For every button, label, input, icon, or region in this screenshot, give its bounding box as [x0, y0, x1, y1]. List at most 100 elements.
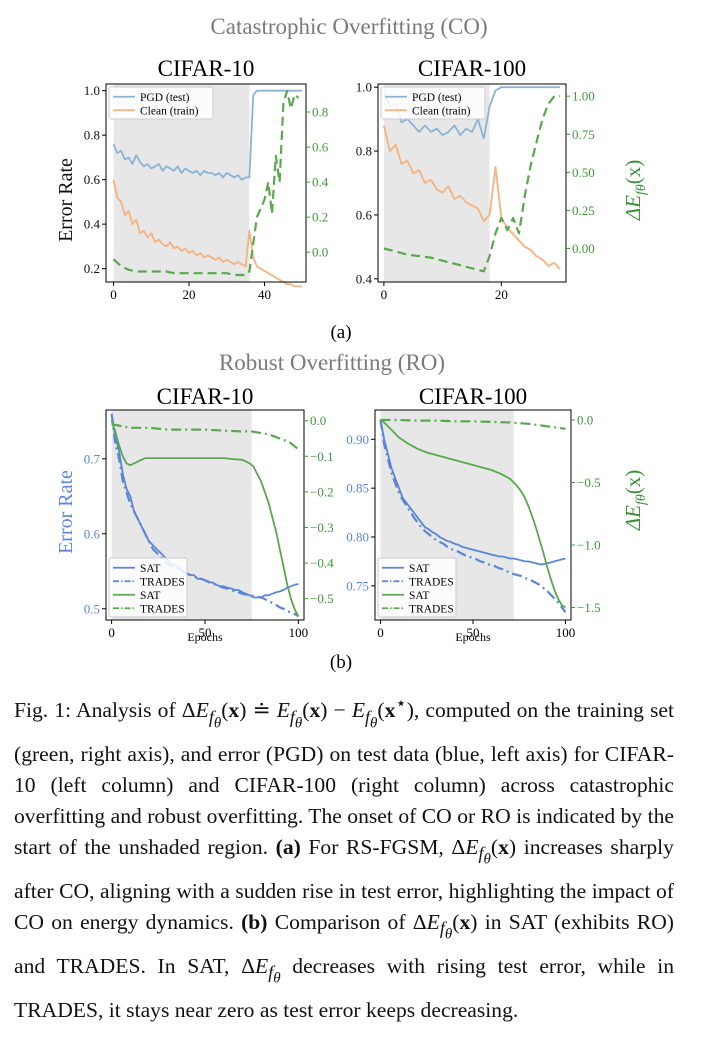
y2-tick-label: 0.50	[572, 165, 595, 180]
chart-2: CIFAR-100 0 20 0.4 0.6 0.8 1.0 0.00 0.25 0.50 0.75…	[356, 56, 595, 302]
y-label-right-b: ΔEfθ(x)	[621, 470, 649, 531]
y-tick-label: 0.80	[346, 529, 369, 544]
caption-part-a: (a)	[275, 835, 301, 860]
y2-tick-label: −1.5	[577, 600, 601, 615]
series-line-2	[383, 125, 561, 270]
y2-tick-label: 0.8	[312, 105, 328, 120]
y-tick-label: 0.6	[84, 172, 101, 187]
x-tick-label: 50	[467, 625, 480, 640]
chart-4: CIFAR-100 0 50 100 Epochs 0.75 0.80 0.85 0.90 0.0…	[346, 384, 600, 644]
y2-tick-label: 0.25	[572, 203, 595, 218]
y-tick-label: 0.90	[346, 432, 369, 447]
plot-frame	[105, 83, 307, 283]
y2-tick-label: −0.4	[310, 556, 334, 571]
x-axis-label: Epochs	[187, 630, 223, 644]
x-tick-label: 40	[258, 287, 271, 302]
legend-label: SAT	[140, 563, 160, 575]
y-tick-label: 0.5	[84, 601, 100, 616]
y-tick-label: 0.85	[346, 481, 369, 496]
y2-tick-label: −0.2	[310, 484, 334, 499]
y-tick-label: 0.6	[356, 207, 373, 222]
legend: PGD (test)Clean (train)	[108, 86, 214, 120]
series-line-2	[379, 419, 567, 613]
legend-box	[377, 557, 457, 618]
series-line-1	[112, 89, 303, 181]
y2-tick-label: −0.1	[310, 449, 334, 464]
legend-label: TRADES	[140, 576, 185, 588]
series-line-3	[112, 89, 300, 277]
y-label-left-a: Error Rate	[55, 158, 77, 242]
series-line-3	[110, 420, 300, 617]
y2-tick-label: −0.5	[310, 591, 334, 606]
legend-label: Clean (train)	[140, 105, 199, 117]
legend-label: Clean (train)	[412, 105, 471, 117]
legend-label: PGD (test)	[412, 92, 462, 104]
chart-3: CIFAR-10 0 50 100 Epochs 0.5 0.6 0.7 0.0 −0.1 −0.2…	[84, 384, 334, 644]
legend-label: TRADES	[409, 603, 454, 615]
y2-tick-label: 0.0	[310, 413, 326, 428]
x-tick-label: 50	[199, 625, 212, 640]
legend-label: TRADES	[140, 603, 185, 615]
x-tick-label: 0	[381, 287, 388, 302]
x-tick-label: 20	[183, 287, 196, 302]
legend-label: SAT	[140, 590, 160, 602]
caption-part-b: (b)	[241, 910, 268, 934]
series-line-4	[380, 418, 566, 430]
y-tick-label: 1.0	[356, 80, 372, 95]
y-tick-label: 0.8	[356, 144, 372, 159]
y-tick-label: 0.6	[84, 526, 101, 541]
section-b-title: Robust Overfitting (RO)	[219, 350, 445, 375]
x-tick-label: 100	[289, 625, 309, 640]
y2-tick-label: 0.00	[572, 241, 595, 256]
series-line-3	[383, 95, 561, 273]
y2-tick-label: 0.6	[312, 140, 329, 155]
y2-tick-label: −1.0	[577, 538, 601, 553]
y-tick-label: 0.2	[84, 261, 100, 276]
legend-label: PGD (test)	[140, 92, 190, 104]
x-tick-label: 0	[377, 625, 384, 640]
series-line-2	[112, 179, 303, 288]
chart-title: CIFAR-100	[418, 56, 526, 81]
chart-title: CIFAR-10	[157, 384, 254, 409]
section-a-title: Catastrophic Overfitting (CO)	[210, 14, 487, 39]
figure: Catastrophic Overfitting (CO) Robust Ove…	[55, 14, 649, 673]
y-tick-label: 0.4	[84, 217, 101, 232]
y2-tick-label: −0.5	[577, 475, 601, 490]
y-tick-label: 0.4	[356, 271, 373, 286]
series-line-2	[110, 413, 299, 618]
y2-tick-label: 0.2	[312, 210, 328, 225]
series-line-1	[383, 86, 561, 140]
y-label-left-b: Error Rate	[55, 470, 77, 554]
x-tick-label: 0	[110, 287, 117, 302]
legend-label: SAT	[409, 563, 429, 575]
caption-fig-label: Fig. 1:	[14, 698, 72, 723]
x-tick-label: 20	[495, 287, 508, 302]
panel-label-a: (a)	[330, 322, 351, 343]
chart-title: CIFAR-10	[158, 56, 255, 81]
y2-tick-label: 0.0	[577, 413, 593, 428]
y-label-right-a: ΔEfθ(x)	[621, 160, 649, 221]
series-line-1	[379, 419, 566, 566]
chart-1: CIFAR-10 0 20 40 0.2 0.4 0.6 0.8 1.0 0.0 0.2 0.4 0.6…	[84, 56, 329, 302]
x-tick-label: 0	[108, 625, 115, 640]
plot-frame	[377, 83, 567, 283]
legend-label: TRADES	[409, 576, 454, 588]
y2-tick-label: −0.3	[310, 520, 334, 535]
figure-caption: Fig. 1: Analysis of ΔEfθ(x) ≐ Efθ(x) − E…	[14, 693, 674, 1022]
y-tick-label: 1.0	[84, 83, 100, 98]
chart-title: CIFAR-100	[419, 384, 527, 409]
panel-label-b: (b)	[330, 652, 352, 673]
legend-box	[108, 557, 188, 618]
legend: PGD (test)Clean (train)	[380, 86, 486, 120]
y-tick-label: 0.7	[84, 451, 101, 466]
y2-tick-label: 0.4	[312, 175, 329, 190]
x-tick-label: 100	[556, 625, 576, 640]
y-tick-label: 0.75	[346, 578, 369, 593]
y2-tick-label: 1.00	[572, 89, 595, 104]
y2-tick-label: 0.0	[312, 245, 328, 260]
series-line-4	[111, 423, 300, 451]
y-tick-label: 0.8	[84, 128, 100, 143]
y2-tick-label: 0.75	[572, 127, 595, 142]
